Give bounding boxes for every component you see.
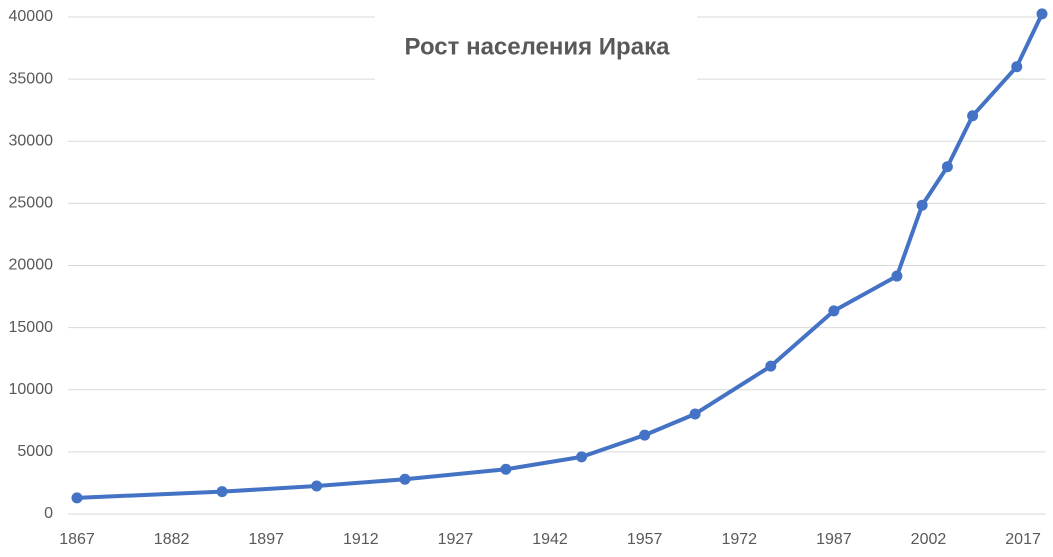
data-point <box>941 161 953 173</box>
data-point <box>916 199 928 211</box>
data-line <box>76 13 1044 500</box>
x-tick-label: 2017 <box>1005 531 1041 548</box>
data-point <box>216 486 228 498</box>
x-tick-label: 1867 <box>59 531 95 548</box>
x-tick-label: 1957 <box>627 531 663 548</box>
x-tick-label: 1987 <box>816 531 852 548</box>
y-tick-label: 10000 <box>9 381 54 398</box>
data-point <box>1036 8 1048 20</box>
data-point <box>967 110 979 122</box>
data-point <box>500 463 512 475</box>
data-point <box>399 473 411 485</box>
x-tick-label: 1927 <box>438 531 474 548</box>
x-tick-label: 1897 <box>248 531 284 548</box>
y-tick-label: 35000 <box>9 70 54 87</box>
chart-title: Рост населения Ирака <box>405 33 671 60</box>
y-tick-label: 25000 <box>9 195 54 212</box>
y-tick-label: 15000 <box>9 319 54 336</box>
x-tick-label: 1942 <box>532 531 568 548</box>
data-point <box>689 408 701 420</box>
data-point <box>828 305 840 317</box>
title-background <box>375 0 697 86</box>
data-point <box>1011 61 1023 73</box>
y-tick-label: 20000 <box>9 257 54 274</box>
y-tick-label: 0 <box>44 505 53 522</box>
data-point <box>639 429 651 441</box>
x-tick-label: 1972 <box>721 531 757 548</box>
x-tick-label: 1882 <box>154 531 190 548</box>
x-tick-label: 2002 <box>911 531 947 548</box>
y-tick-label: 30000 <box>9 132 54 149</box>
data-point <box>311 480 323 492</box>
y-tick-label: 5000 <box>17 443 53 460</box>
data-point <box>891 270 903 282</box>
data-point <box>765 360 777 372</box>
y-tick-label: 40000 <box>9 8 54 25</box>
data-point <box>576 451 588 463</box>
x-tick-label: 1912 <box>343 531 379 548</box>
data-point <box>71 492 83 504</box>
